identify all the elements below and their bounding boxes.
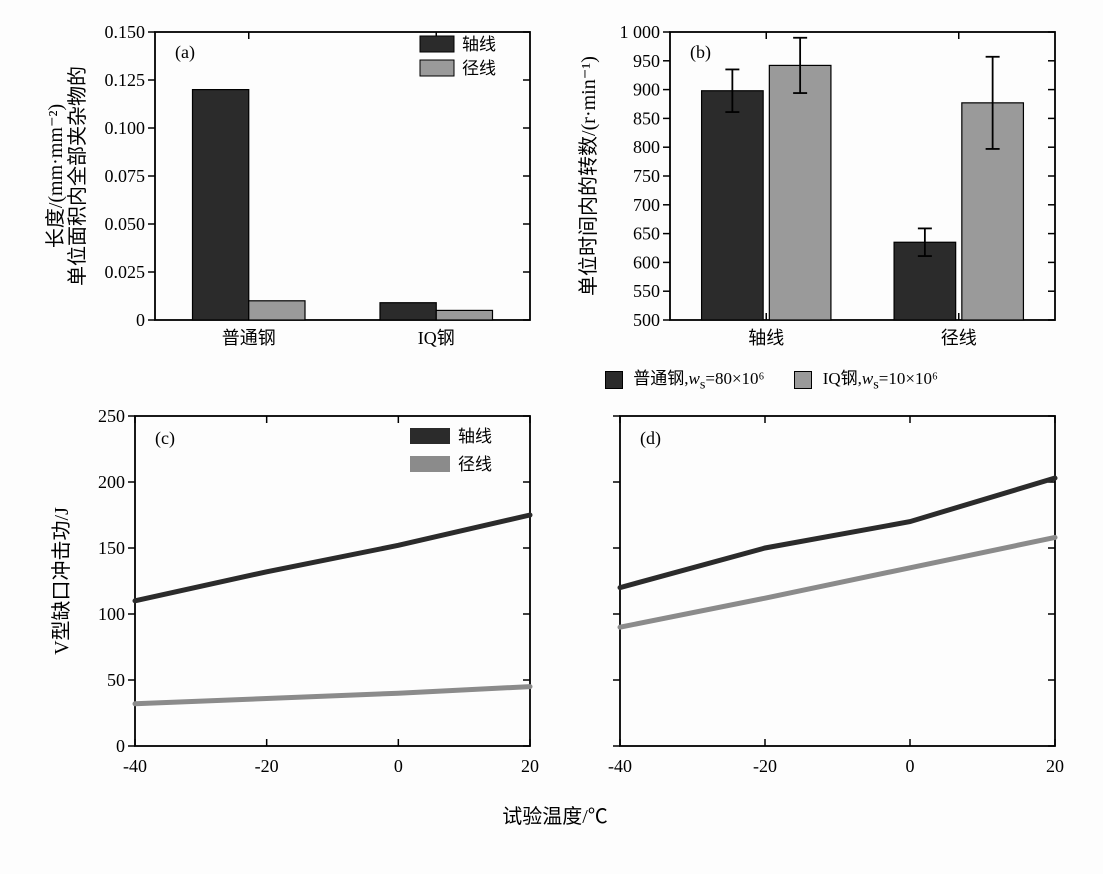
- svg-text:750: 750: [633, 166, 660, 186]
- svg-text:(c): (c): [155, 428, 175, 449]
- panel-a: 0 0.025 0.050 0.075 0.100 0.125 0.150 普通钢 IQ钢 (a)…: [40, 20, 545, 360]
- svg-text:(d): (d): [640, 428, 661, 449]
- svg-text:850: 850: [633, 108, 660, 128]
- svg-text:900: 900: [633, 80, 660, 100]
- svg-text:0.025: 0.025: [105, 262, 146, 282]
- svg-text:650: 650: [633, 224, 660, 244]
- svg-text:700: 700: [633, 195, 660, 215]
- legend-b-swatch-1: [605, 371, 623, 389]
- svg-text:150: 150: [98, 538, 125, 558]
- svg-text:普通钢: 普通钢: [222, 328, 276, 348]
- svg-text:(a): (a): [175, 42, 195, 63]
- panel-c: 0 50 100 150 200 250 -40 -20 0 20 (c) 轴线径线 V型缺口冲击功/J: [40, 401, 545, 796]
- legend-b-label-2: IQ钢,ws=10×10⁶: [823, 369, 938, 388]
- svg-text:550: 550: [633, 281, 660, 301]
- svg-text:轴线: 轴线: [748, 328, 784, 348]
- svg-text:950: 950: [633, 51, 660, 71]
- svg-text:50: 50: [107, 670, 125, 690]
- svg-text:-40: -40: [123, 756, 147, 776]
- svg-text:800: 800: [633, 137, 660, 157]
- svg-text:0.150: 0.150: [105, 22, 146, 42]
- chart-b-svg: 500 550 600 650 700 750 800 850 900 950 1 000 轴线 径线 (…: [565, 20, 1070, 360]
- svg-text:径线: 径线: [458, 455, 492, 474]
- svg-text:轴线: 轴线: [458, 427, 492, 446]
- svg-text:IQ钢: IQ钢: [418, 328, 455, 348]
- svg-text:0: 0: [394, 756, 403, 776]
- svg-text:250: 250: [98, 406, 125, 426]
- svg-text:-20: -20: [255, 756, 279, 776]
- panel-b: 500 550 600 650 700 750 800 850 900 950 1 000 轴线 径线 (…: [565, 20, 1070, 360]
- svg-text:0: 0: [136, 310, 145, 330]
- legend-b-spacer: [40, 360, 545, 401]
- svg-text:V型缺口冲击功/J: V型缺口冲击功/J: [50, 507, 73, 655]
- figure-grid: 0 0.025 0.050 0.075 0.100 0.125 0.150 普通钢 IQ钢 (a)…: [40, 20, 1063, 829]
- svg-text:径线: 径线: [462, 59, 496, 78]
- svg-text:径线: 径线: [941, 328, 977, 348]
- svg-text:20: 20: [521, 756, 539, 776]
- svg-text:200: 200: [98, 472, 125, 492]
- svg-text:1 000: 1 000: [620, 22, 661, 42]
- shared-x-label: 试验温度/℃: [40, 796, 1070, 829]
- legend-b-item-2: IQ钢,ws=10×10⁶: [794, 364, 937, 393]
- chart-c-svg: 0 50 100 150 200 250 -40 -20 0 20 (c) 轴线径线 V型缺口冲击功/J: [40, 401, 545, 796]
- chart-a-svg: 0 0.025 0.050 0.075 0.100 0.125 0.150 普通钢 IQ钢 (a)…: [40, 20, 545, 360]
- svg-text:0.125: 0.125: [105, 70, 146, 90]
- svg-text:(b): (b): [690, 42, 711, 63]
- svg-text:单位面积内全部夹杂物的: 单位面积内全部夹杂物的: [66, 66, 89, 286]
- svg-text:轴线: 轴线: [462, 35, 496, 54]
- svg-text:-20: -20: [753, 756, 777, 776]
- svg-text:0: 0: [906, 756, 915, 776]
- svg-text:20: 20: [1046, 756, 1064, 776]
- legend-b-swatch-2: [794, 371, 812, 389]
- chart-d-svg: -40 -20 0 20 (d): [565, 401, 1070, 796]
- svg-text:0: 0: [116, 736, 125, 756]
- legend-b: 普通钢,ws=80×10⁶ IQ钢,ws=10×10⁶: [565, 360, 1070, 401]
- svg-text:-40: -40: [608, 756, 632, 776]
- panel-d: -40 -20 0 20 (d): [565, 401, 1070, 796]
- legend-b-item-1: 普通钢,ws=80×10⁶: [605, 364, 764, 393]
- svg-text:500: 500: [633, 310, 660, 330]
- legend-b-label-1: 普通钢,ws=80×10⁶: [633, 369, 764, 388]
- svg-text:600: 600: [633, 252, 660, 272]
- svg-text:0.050: 0.050: [105, 214, 146, 234]
- svg-text:0.075: 0.075: [105, 166, 146, 186]
- svg-text:0.100: 0.100: [105, 118, 146, 138]
- svg-text:100: 100: [98, 604, 125, 624]
- svg-text:单位时间内的转数/(r·min⁻¹): 单位时间内的转数/(r·min⁻¹): [577, 56, 600, 296]
- svg-text:长度/(mm·mm⁻²): 长度/(mm·mm⁻²): [44, 104, 67, 248]
